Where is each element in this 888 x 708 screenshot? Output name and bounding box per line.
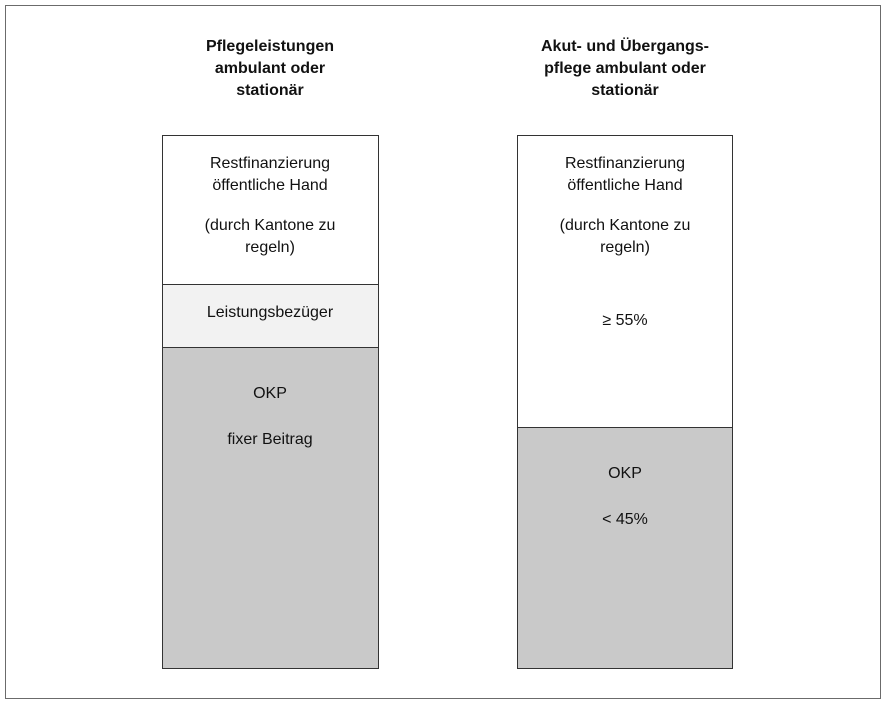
text: OKP [608, 465, 642, 482]
title-line: stationär [236, 82, 304, 99]
segment [517, 135, 733, 428]
title-line: pflege ambulant oder [544, 60, 706, 77]
segment [517, 427, 733, 669]
text: OKP [253, 385, 287, 402]
title-line: Akut- und Übergangs- [541, 38, 709, 55]
text: fixer Beitrag [227, 431, 313, 448]
title-line: stationär [591, 82, 659, 99]
text: regeln) [600, 239, 650, 256]
segment [162, 284, 379, 348]
frame [5, 5, 881, 699]
text: regeln) [245, 239, 295, 256]
segment [162, 347, 379, 669]
text: Leistungsbezüger [206, 304, 334, 321]
text: Restfinanzierung [209, 155, 331, 172]
text: öffentliche Hand [567, 177, 683, 194]
text: (durch Kantone zu [204, 217, 336, 234]
segment [162, 135, 379, 285]
text: öffentliche Hand [212, 177, 328, 194]
text: ≥ 55% [602, 312, 648, 329]
text: Restfinanzierung [564, 155, 686, 172]
title-line: ambulant oder [214, 60, 326, 77]
text: < 45% [602, 511, 648, 528]
title-line: Pflegeleistungen [205, 38, 335, 55]
text: (durch Kantone zu [559, 217, 691, 234]
